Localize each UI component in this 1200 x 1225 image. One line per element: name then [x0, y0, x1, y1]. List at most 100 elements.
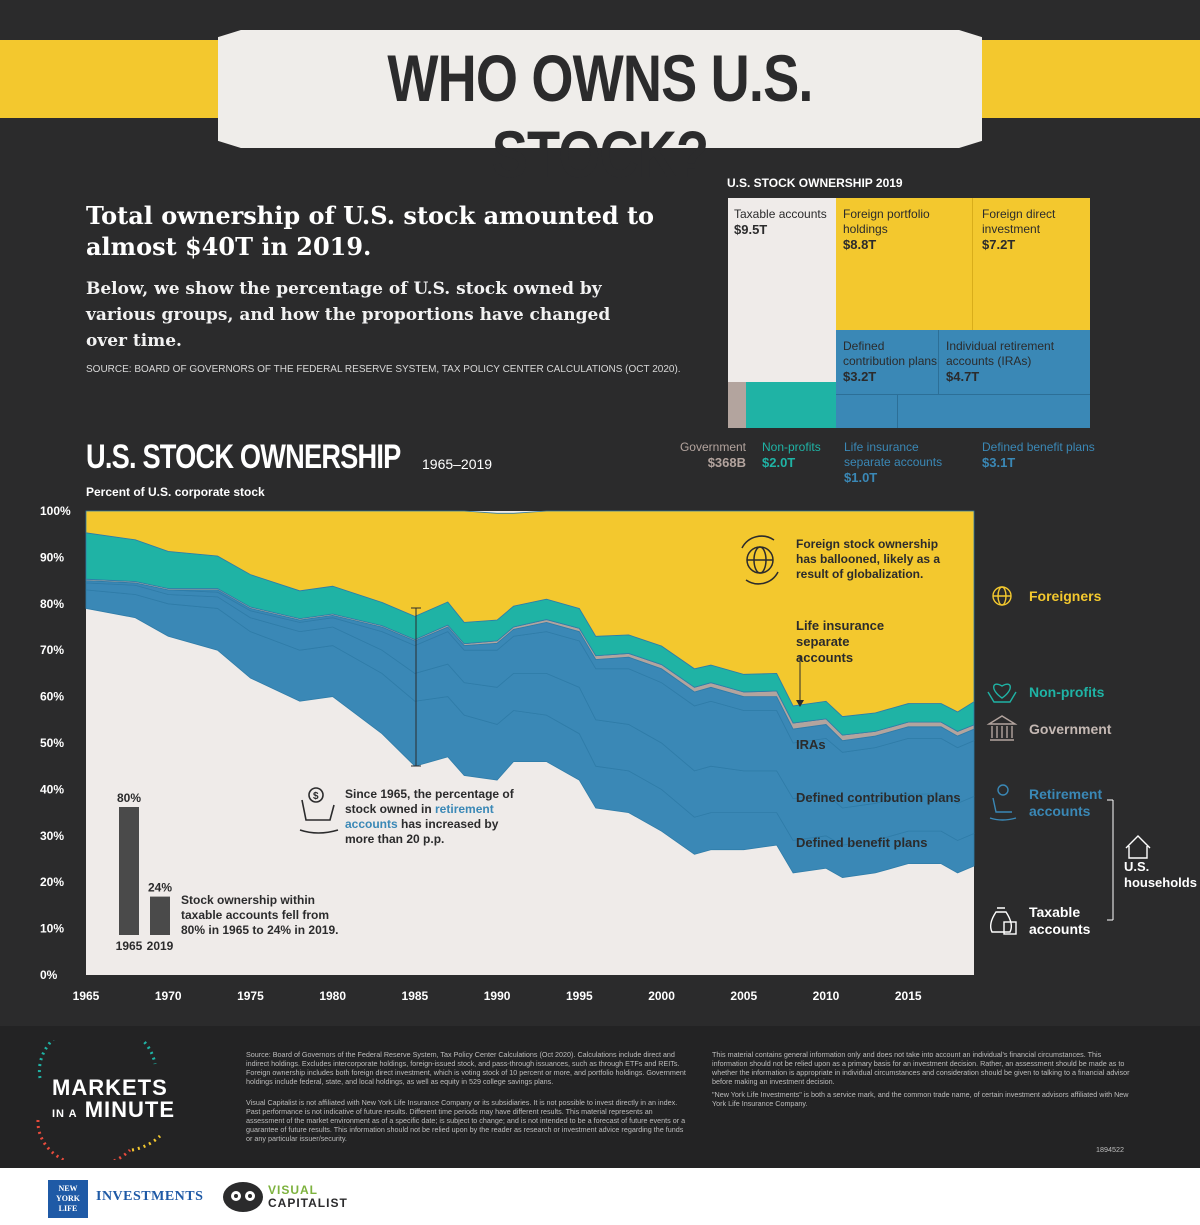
tm-life-insurance — [836, 394, 898, 428]
tm-nonprofits — [746, 382, 836, 428]
inset-year-label: 2019 — [147, 939, 174, 953]
footer-disclaimer-3: "New York Life Investments" is both a se… — [712, 1090, 1129, 1108]
legend-government: Government — [1029, 721, 1112, 737]
brand-markets: MARKETS — [52, 1075, 168, 1100]
footer-source: Source: Board of Governors of the Federa… — [246, 1050, 686, 1086]
tm-under-nonprofits: Non-profits $2.0T — [762, 440, 842, 470]
legend-retirement: Retirement accounts — [1029, 786, 1103, 819]
vc-visual: VISUAL — [268, 1183, 319, 1197]
annotation-iras: IRAs — [796, 737, 826, 752]
y-tick-label: 30% — [40, 829, 64, 843]
taxable-text-3: in 2019. — [291, 923, 339, 937]
money-bag-icon — [989, 907, 1017, 935]
tm-name: Defined benefit plans — [982, 440, 1095, 454]
x-tick-label: 2010 — [813, 989, 840, 1003]
tm-foreign-portfolio — [836, 198, 973, 330]
tm-label-foreign-portfolio: Foreign portfolio holdings $8.8T — [843, 207, 943, 252]
legend-foreigners: Foreigners — [1029, 588, 1102, 604]
tm-name: Government — [679, 440, 746, 454]
retire-highlight: retirement accounts — [345, 802, 494, 831]
legend-nonprofits: Non-profits — [1029, 684, 1105, 700]
y-tick-label: 20% — [40, 875, 64, 889]
globe-icon — [741, 535, 779, 585]
x-tick-label: 1995 — [566, 989, 593, 1003]
y-axis: 0% 10% 20% 30% 40% 50% 60% 70% 80% 90% 100% — [40, 504, 71, 982]
area-foreigners — [85, 510, 975, 717]
markets-in-a-minute-ring — [36, 1040, 162, 1160]
intro-headline: Total ownership of U.S. stock amounted t… — [86, 201, 655, 261]
inset-value-label: 80% — [117, 791, 141, 805]
x-tick-label: 1985 — [402, 989, 429, 1003]
brand-minute-row: IN A MINUTE — [52, 1099, 175, 1125]
x-tick-label: 2000 — [648, 989, 675, 1003]
visual-capitalist-logo: VISUAL CAPITALIST — [268, 1184, 348, 1210]
foreigners-icon — [992, 586, 1012, 606]
legend-taxable: Taxable accounts — [1029, 904, 1091, 937]
nyl-investments-text: INVESTMENTS — [96, 1189, 204, 1204]
tm-value: $9.5T — [734, 222, 768, 237]
legend-icons — [986, 586, 1151, 935]
tm-name: Foreign portfolio holdings — [843, 207, 930, 236]
annotation-dc: Defined contribution plans — [796, 790, 961, 805]
x-tick-label: 2005 — [730, 989, 757, 1003]
y-tick-label: 40% — [40, 782, 64, 796]
visual-capitalist-icon — [223, 1182, 263, 1212]
life-insurance-arrowhead — [796, 700, 804, 707]
inset-value-label: 24% — [148, 881, 172, 895]
annotation-foreign: Foreign stock ownership has ballooned, l… — [796, 537, 941, 581]
chart-areas — [85, 510, 975, 975]
footer-disclaimer-2: This material contains general informati… — [712, 1050, 1130, 1086]
brand-minute: MINUTE — [84, 1097, 176, 1122]
tm-value: $3.2T — [843, 369, 877, 384]
y-tick-label: 50% — [40, 736, 64, 750]
retire-text-2: has increased by more than — [345, 817, 499, 846]
tm-label-taxable: Taxable accounts $9.5T — [734, 207, 834, 237]
chart-subtitle: Percent of U.S. corporate stock — [86, 485, 265, 499]
tm-taxable — [728, 198, 836, 382]
tm-under-government: Government $368B — [670, 440, 746, 470]
tm-label-foreign-direct: Foreign direct investment $7.2T — [982, 207, 1082, 252]
y-tick-label: 80% — [40, 597, 64, 611]
intro-body: Below, we show the percentage of U.S. st… — [86, 279, 611, 351]
bottom-logo-strip — [0, 1168, 1200, 1225]
inset-bar-2019 — [150, 896, 170, 935]
tm-defined-benefit — [898, 394, 1090, 428]
tm-value: $8.8T — [843, 237, 877, 252]
tm-defined-contribution — [836, 330, 939, 394]
tm-value: $368B — [707, 455, 746, 470]
inset-year-label: 1965 — [116, 939, 143, 953]
footer-code: 1894522 — [1096, 1145, 1124, 1154]
annotation-life-insurance: Life insurance separate accounts — [796, 618, 885, 665]
tm-iras — [939, 330, 1090, 394]
taxable-80: 80% — [181, 923, 206, 937]
x-tick-label: 1975 — [237, 989, 264, 1003]
tm-name: Defined contribution plans — [843, 339, 938, 368]
y-tick-label: 100% — [40, 504, 71, 518]
x-tick-label: 2015 — [895, 989, 922, 1003]
annotation-retirement: Since 1965, the percentage of stock owne… — [345, 787, 515, 847]
tm-name: Taxable accounts — [734, 207, 827, 221]
brand-in-a: IN A — [52, 1108, 78, 1120]
intro-source: SOURCE: BOARD OF GOVERNORS OF THE FEDERA… — [86, 364, 681, 375]
tm-value: $3.1T — [982, 455, 1016, 470]
vc-capitalist: CAPITALIST — [268, 1196, 348, 1210]
ownership-area-chart: 0%10%20%30%40%50%60%70%80%90%100% 1965 19… — [40, 504, 1151, 1003]
tm-name: Foreign direct investment — [982, 207, 1056, 236]
new-york-life-logo: NEW YORK LIFE — [48, 1180, 88, 1218]
page-title: WHO OWNS U.S. STOCK? — [387, 41, 813, 191]
retire-text-1: Since 1965, the percentage of stock owne… — [345, 787, 514, 816]
tm-name: Non-profits — [762, 440, 821, 454]
markets-in-a-minute-logo: MARKETS IN A MINUTE — [52, 1077, 175, 1125]
x-tick-label: 1990 — [484, 989, 511, 1003]
footer-disclaimer-1: Visual Capitalist is not affiliated with… — [246, 1098, 686, 1143]
government-building-icon — [986, 715, 1018, 741]
rocking-chair-icon — [299, 787, 339, 834]
inset-bar-1965 — [119, 807, 139, 935]
x-tick-label: 1965 — [73, 989, 100, 1003]
taxable-text-2: in 1965 to — [205, 923, 268, 937]
retire-text-3: 20 p.p. — [406, 832, 445, 846]
house-icon — [1125, 835, 1151, 859]
chart-years: 1965–2019 — [422, 456, 493, 472]
tm-value: $7.2T — [982, 237, 1016, 252]
taxable-text-1: Stock ownership within taxable accounts … — [181, 893, 330, 922]
